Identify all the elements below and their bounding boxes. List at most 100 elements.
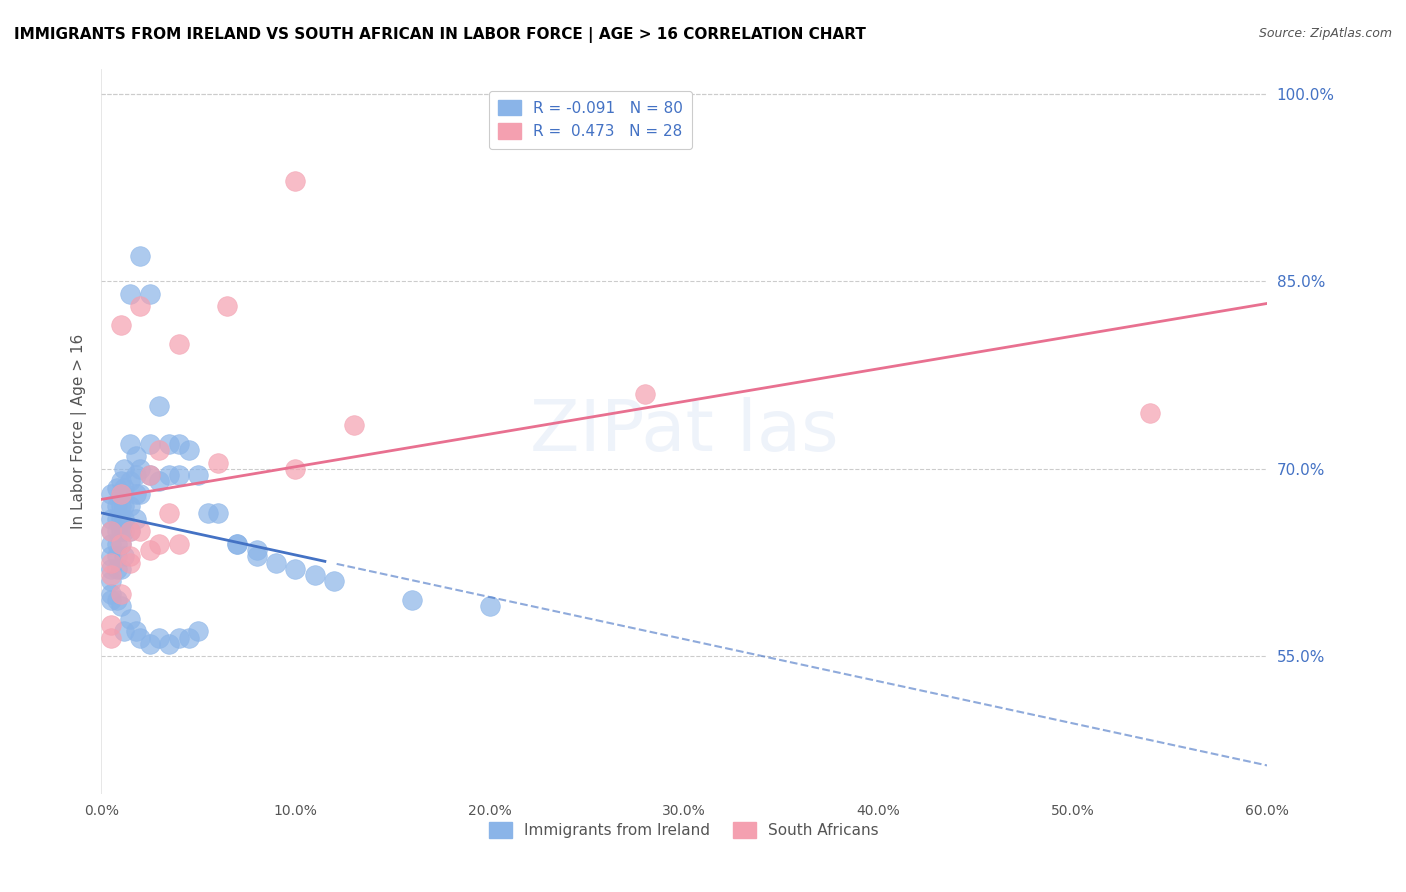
Point [100, 512, 122, 526]
Point [105, 593, 128, 607]
Point [217, 299, 239, 313]
Point [110, 599, 132, 614]
Point [167, 336, 190, 351]
Point [226, 537, 249, 551]
Point [114, 512, 136, 526]
Point [105, 512, 128, 526]
Point [100, 587, 122, 601]
Point [100, 618, 122, 632]
Point [129, 631, 152, 645]
Point [167, 468, 190, 483]
Point [157, 468, 180, 483]
Point [284, 462, 307, 476]
Point [114, 500, 136, 514]
Point [264, 556, 287, 570]
Point [110, 537, 132, 551]
Point [284, 562, 307, 576]
Point [167, 537, 190, 551]
Point [177, 443, 200, 458]
Point [120, 437, 142, 451]
Legend: Immigrants from Ireland, South Africans: Immigrants from Ireland, South Africans [484, 816, 886, 845]
Point [105, 549, 128, 564]
Point [100, 487, 122, 501]
Point [100, 631, 122, 645]
Point [100, 524, 122, 539]
Point [148, 443, 170, 458]
Point [1139, 405, 1161, 419]
Point [157, 637, 180, 651]
Point [100, 537, 122, 551]
Point [120, 612, 142, 626]
Point [138, 468, 160, 483]
Point [100, 556, 122, 570]
Point [100, 574, 122, 589]
Point [148, 475, 170, 489]
Point [105, 524, 128, 539]
Point [148, 537, 170, 551]
Point [110, 587, 132, 601]
Point [343, 417, 366, 432]
Point [157, 506, 180, 520]
Point [105, 537, 128, 551]
Y-axis label: In Labor Force | Age > 16: In Labor Force | Age > 16 [72, 334, 87, 529]
Point [323, 574, 346, 589]
Text: Source: ZipAtlas.com: Source: ZipAtlas.com [1258, 27, 1392, 40]
Point [187, 624, 209, 639]
Point [110, 487, 132, 501]
Point [100, 593, 122, 607]
Point [138, 286, 160, 301]
Point [110, 512, 132, 526]
Point [245, 549, 267, 564]
Point [138, 637, 160, 651]
Point [207, 506, 229, 520]
Point [148, 631, 170, 645]
Point [197, 506, 219, 520]
Point [100, 524, 122, 539]
Point [634, 386, 657, 401]
Point [138, 543, 160, 558]
Point [125, 450, 148, 464]
Point [226, 537, 249, 551]
Point [120, 286, 142, 301]
Point [110, 500, 132, 514]
Point [129, 524, 152, 539]
Point [120, 556, 142, 570]
Point [114, 624, 136, 639]
Point [138, 468, 160, 483]
Point [401, 593, 423, 607]
Point [110, 318, 132, 332]
Point [284, 174, 307, 188]
Point [125, 487, 148, 501]
Text: IMMIGRANTS FROM IRELAND VS SOUTH AFRICAN IN LABOR FORCE | AGE > 16 CORRELATION C: IMMIGRANTS FROM IRELAND VS SOUTH AFRICAN… [14, 27, 866, 43]
Point [207, 456, 229, 470]
Point [110, 487, 132, 501]
Point [167, 631, 190, 645]
Point [110, 537, 132, 551]
Point [120, 524, 142, 539]
Point [129, 249, 152, 263]
Point [114, 524, 136, 539]
Point [304, 568, 326, 582]
Point [125, 468, 148, 483]
Point [100, 549, 122, 564]
Point [114, 481, 136, 495]
Point [167, 437, 190, 451]
Point [148, 399, 170, 413]
Point [100, 562, 122, 576]
Point [478, 599, 501, 614]
Point [120, 475, 142, 489]
Point [120, 500, 142, 514]
Point [120, 549, 142, 564]
Point [120, 524, 142, 539]
Point [245, 543, 267, 558]
Point [110, 475, 132, 489]
Text: ZIPat las: ZIPat las [530, 397, 838, 466]
Point [125, 624, 148, 639]
Point [187, 468, 209, 483]
Point [129, 487, 152, 501]
Point [157, 437, 180, 451]
Point [138, 437, 160, 451]
Point [105, 500, 128, 514]
Point [105, 562, 128, 576]
Point [125, 512, 148, 526]
